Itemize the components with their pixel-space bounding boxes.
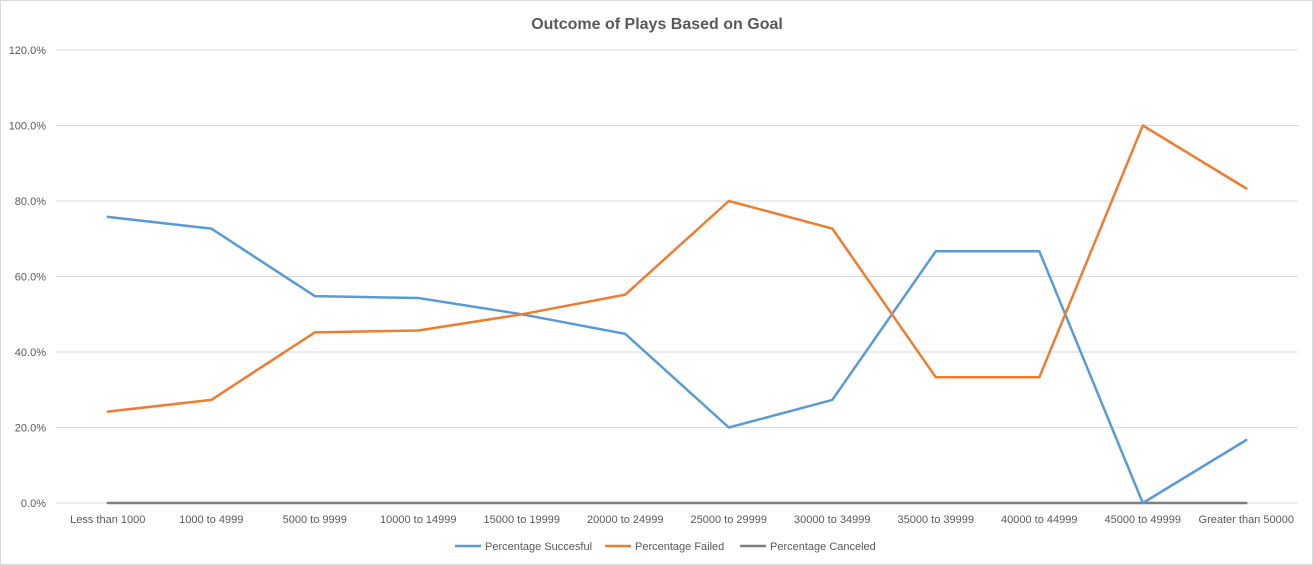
legend-label: Percentage Succesful [485,541,592,553]
x-axis-ticks: Less than 1000 1000 to 4999 5000 to 9999 10… [70,514,1294,526]
y-tick-label: 80.0% [15,196,46,208]
x-tick-label: 5000 to 9999 [283,514,347,526]
x-tick-label: 45000 to 49999 [1105,514,1181,526]
legend-item: Percentage Failed [605,541,724,553]
x-tick-label: Less than 1000 [70,514,145,526]
series-line-percentage-succesful [106,215,1248,505]
gridlines [56,49,1298,504]
y-tick-label: 20.0% [15,423,46,435]
y-tick-label: 0.0% [21,498,46,510]
y-tick-label: 120.0% [9,45,47,57]
y-tick-label: 60.0% [15,272,46,284]
legend-label: Percentage Failed [635,541,724,553]
x-tick-label: 10000 to 14999 [380,514,456,526]
x-tick-label: 40000 to 44999 [1001,514,1077,526]
legend-label: Percentage Canceled [770,541,876,553]
x-tick-label: 30000 to 34999 [794,514,870,526]
legend: Percentage Succesful Percentage Failed Per… [455,541,876,553]
legend-item: Percentage Succesful [455,541,592,553]
x-tick-label: 1000 to 4999 [179,514,243,526]
y-tick-label: 40.0% [15,347,46,359]
x-tick-label: 20000 to 24999 [587,514,663,526]
x-tick-label: Greater than 50000 [1199,514,1294,526]
x-tick-label: 25000 to 29999 [691,514,767,526]
legend-item: Percentage Canceled [740,541,876,553]
x-tick-label: 15000 to 19999 [484,514,560,526]
series-lines [106,124,1248,505]
series-line-percentage-failed [106,124,1248,413]
y-axis-ticks: 0.0% 20.0% 40.0% 60.0% 80.0% 100.0% 120.0% [9,45,47,510]
chart-title: Outcome of Plays Based on Goal [531,16,783,33]
x-tick-label: 35000 to 39999 [898,514,974,526]
y-tick-label: 100.0% [9,121,47,133]
